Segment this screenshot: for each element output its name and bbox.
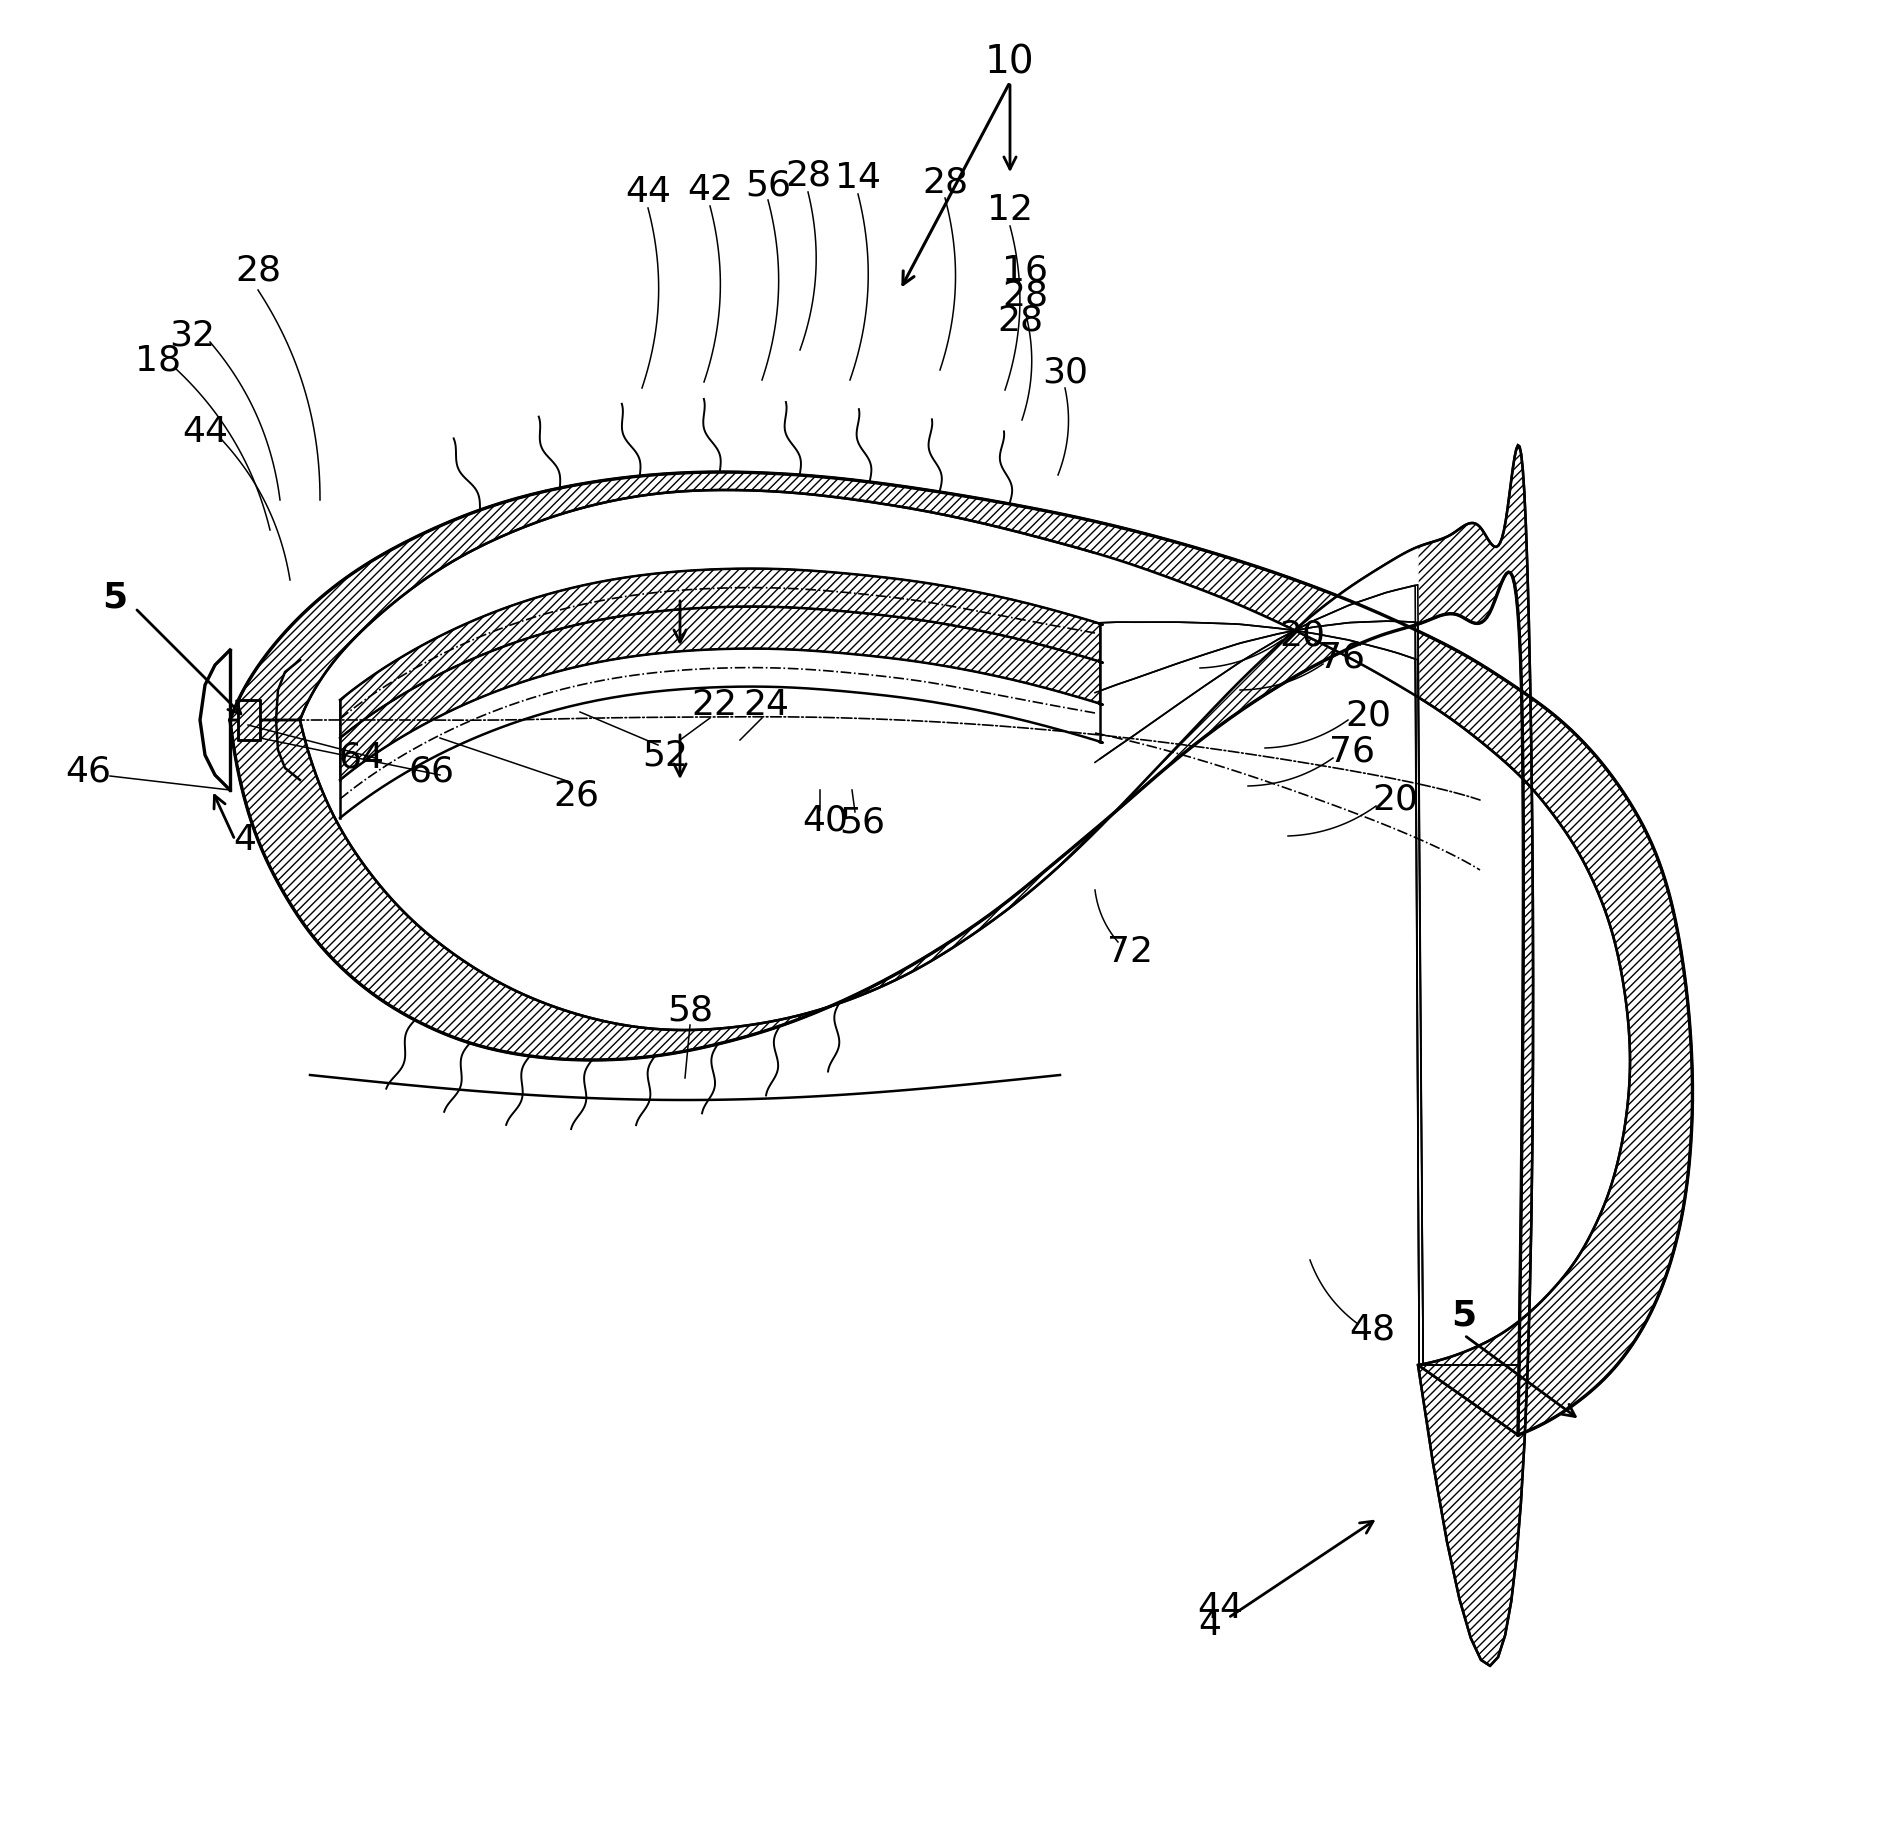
Text: 28: 28 <box>922 164 968 199</box>
Text: 26: 26 <box>552 777 600 812</box>
Text: 56: 56 <box>839 805 884 840</box>
Text: 20: 20 <box>1346 697 1391 732</box>
Text: 66: 66 <box>408 756 456 788</box>
Text: 72: 72 <box>1107 934 1152 969</box>
Text: 14: 14 <box>835 161 881 195</box>
Polygon shape <box>340 606 1103 779</box>
Text: 10: 10 <box>985 44 1034 80</box>
Text: 16: 16 <box>1002 254 1048 287</box>
Text: 5: 5 <box>102 580 127 615</box>
Polygon shape <box>230 445 1534 1666</box>
Polygon shape <box>237 701 260 739</box>
Text: 20: 20 <box>1279 619 1325 652</box>
Polygon shape <box>340 606 1103 779</box>
Text: 44: 44 <box>624 175 672 210</box>
Text: 42: 42 <box>687 173 733 206</box>
Text: 4: 4 <box>233 823 256 858</box>
Text: 44: 44 <box>182 414 228 449</box>
Text: 20: 20 <box>1372 783 1418 818</box>
Polygon shape <box>230 473 1693 1434</box>
Text: 46: 46 <box>65 756 110 788</box>
Text: 52: 52 <box>642 737 687 772</box>
Polygon shape <box>340 569 1103 737</box>
Text: 30: 30 <box>1042 356 1088 389</box>
Text: 28: 28 <box>786 159 831 192</box>
Text: 58: 58 <box>666 993 714 1027</box>
Text: 18: 18 <box>135 343 180 378</box>
Polygon shape <box>1095 548 1520 1365</box>
Text: 22: 22 <box>691 688 736 723</box>
Text: 76: 76 <box>1319 641 1365 675</box>
Text: 64: 64 <box>340 741 385 776</box>
Text: 28: 28 <box>235 254 281 287</box>
Text: 56: 56 <box>746 168 791 203</box>
Text: 28: 28 <box>1002 277 1048 312</box>
Text: 40: 40 <box>803 803 848 838</box>
Text: 32: 32 <box>169 318 214 352</box>
Text: 44: 44 <box>1198 1591 1243 1624</box>
Text: 5: 5 <box>1452 1298 1477 1332</box>
Text: 48: 48 <box>1349 1312 1395 1347</box>
Text: 76: 76 <box>1329 735 1374 768</box>
Text: 12: 12 <box>987 193 1033 226</box>
Text: 28: 28 <box>996 303 1044 338</box>
Text: 4: 4 <box>1198 1608 1222 1642</box>
Text: 24: 24 <box>742 688 790 723</box>
